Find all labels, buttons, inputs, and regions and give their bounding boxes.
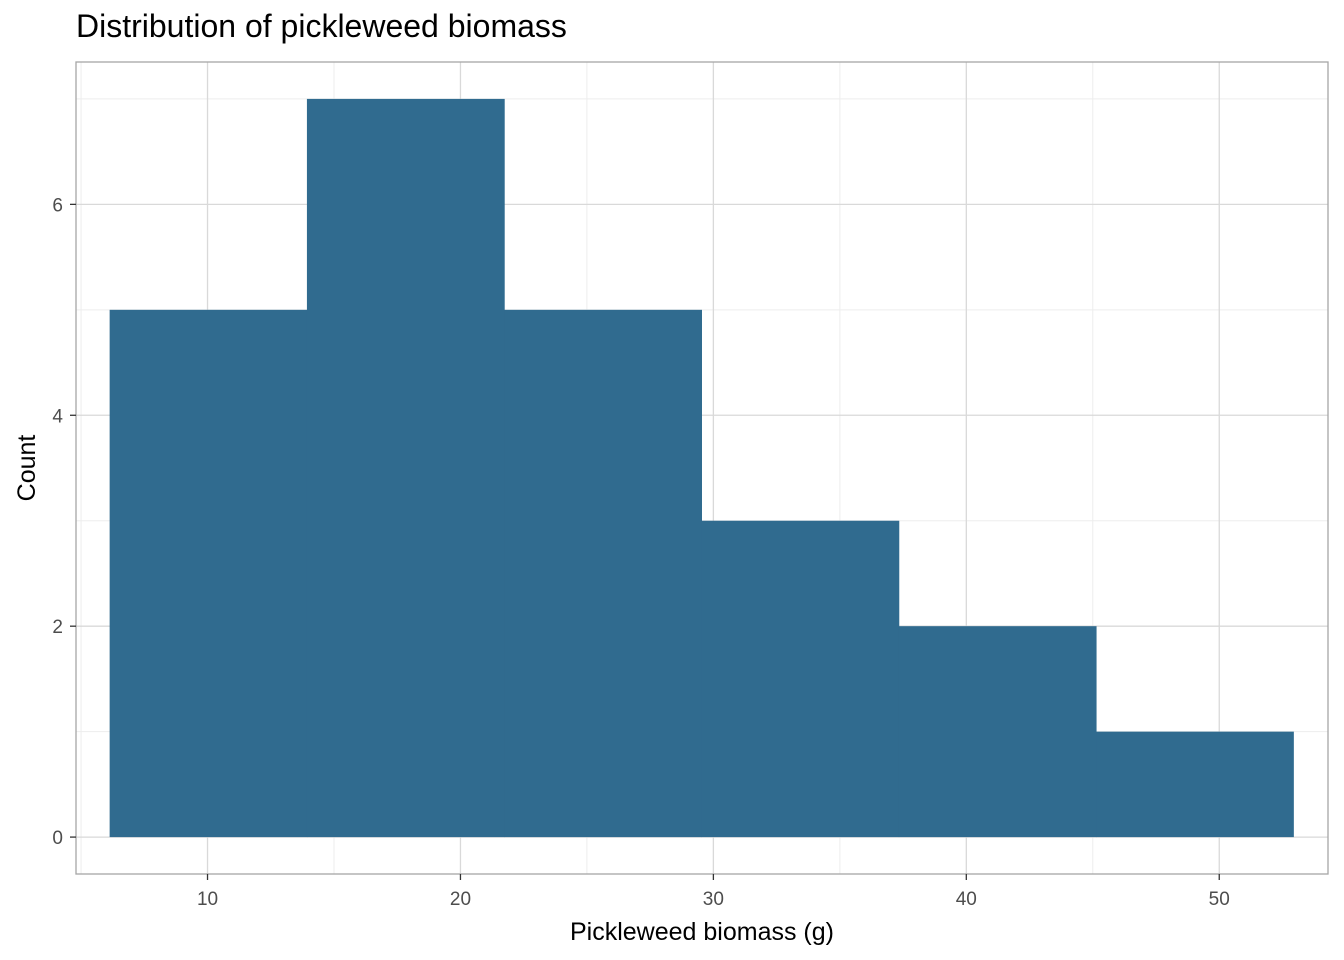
histogram-bar [1096,731,1294,838]
x-tick-label: 20 [450,889,471,910]
histogram-bar [504,309,702,838]
x-tick-label: 40 [956,889,977,910]
histogram-bar [109,309,308,838]
chart-title: Distribution of pickleweed biomass [76,8,567,44]
y-tick-label: 4 [52,406,63,427]
histogram-bar [898,626,1097,838]
histogram-bar [701,520,900,838]
x-tick-label: 50 [1209,889,1230,910]
histogram-bars [109,98,1294,838]
panel-border [75,61,1329,875]
y-axis-ticks: 0 2 4 6 [52,195,76,849]
x-axis-ticks: 10 20 30 40 50 [197,874,1230,910]
x-tick-label: 30 [703,889,724,910]
y-axis-title: Count [13,435,41,502]
y-tick-label: 2 [52,617,63,638]
y-tick-label: 0 [52,828,63,849]
x-axis-title: Pickleweed biomass (g) [570,918,834,946]
x-tick-label: 10 [197,889,218,910]
histogram-bar [306,98,505,838]
y-tick-label: 6 [52,195,63,216]
